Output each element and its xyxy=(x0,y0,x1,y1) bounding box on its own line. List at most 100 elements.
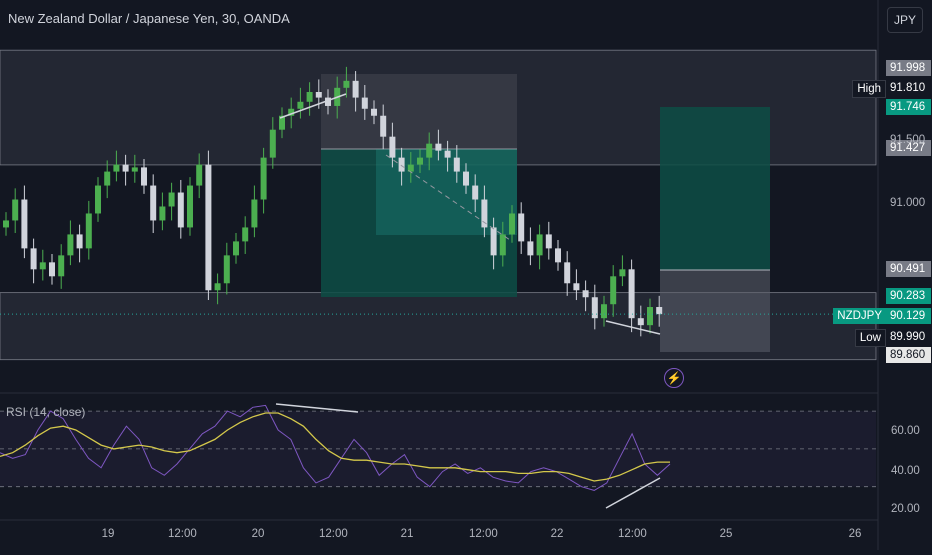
candle-body xyxy=(205,164,212,291)
candle-body xyxy=(85,213,92,249)
candle-body xyxy=(141,167,147,186)
candle-body xyxy=(315,92,322,98)
candle-body xyxy=(352,80,359,98)
lightning-icon[interactable]: ⚡ xyxy=(664,368,684,388)
candle-body xyxy=(12,199,19,221)
price-tag-value: 90.491 xyxy=(886,261,931,277)
price-tag-label: High xyxy=(852,80,886,98)
candle-body xyxy=(76,234,83,249)
candle-body xyxy=(223,255,230,284)
candle-body xyxy=(159,206,166,221)
candle-body xyxy=(269,129,276,158)
price-tag-value: 91.746 xyxy=(886,99,931,115)
candle-body xyxy=(555,248,561,263)
time-tick-label: 26 xyxy=(848,528,862,540)
currency-button[interactable]: JPY xyxy=(887,7,923,33)
candle-body xyxy=(58,255,65,277)
candle-body xyxy=(564,262,571,284)
candle-body xyxy=(233,241,239,256)
candle-body xyxy=(656,307,663,315)
candle-body xyxy=(619,269,626,277)
candle-body xyxy=(536,234,543,256)
candle-body xyxy=(325,97,331,106)
chart-title: New Zealand Dollar / Japanese Yen, 30, O… xyxy=(8,11,290,26)
price-tag-label: NZDJPY xyxy=(833,308,886,324)
candle-body xyxy=(601,304,607,319)
candle-body xyxy=(435,143,442,151)
candle-body xyxy=(39,262,46,270)
candle-body xyxy=(67,234,74,256)
candle-body xyxy=(472,185,479,200)
candle-body xyxy=(398,157,405,172)
candle-body xyxy=(591,297,598,319)
candle-body xyxy=(490,227,497,256)
candle-body xyxy=(251,199,258,228)
candle-body xyxy=(242,227,249,242)
candle-body xyxy=(30,248,37,270)
time-tick-label: 21 xyxy=(400,528,414,540)
price-tag-label: Low xyxy=(854,329,886,347)
candle-body xyxy=(260,157,267,200)
time-tick-label: 12:00 xyxy=(168,528,197,540)
candle-body xyxy=(150,185,157,221)
price-tag-value: 91.998 xyxy=(886,60,931,76)
candle-body xyxy=(518,213,525,242)
candle-body xyxy=(343,80,350,88)
time-tick-label: 12:00 xyxy=(469,528,498,540)
candle-body xyxy=(196,164,203,186)
candle-body xyxy=(168,192,175,207)
candle-body xyxy=(582,290,589,298)
rsi-tick-label: 20.00 xyxy=(891,503,920,515)
candle-body xyxy=(499,234,506,256)
candle-body xyxy=(628,269,635,319)
candle-body xyxy=(361,97,368,109)
candle-body xyxy=(371,108,377,116)
candle-body xyxy=(417,157,423,165)
candle-body xyxy=(3,220,9,228)
candle-body xyxy=(637,318,644,326)
candle-body xyxy=(113,164,120,172)
candle-body xyxy=(177,192,184,228)
candle-body xyxy=(389,136,396,158)
time-tick-label: 20 xyxy=(251,528,265,540)
candle-body xyxy=(545,234,552,249)
time-tick-label: 12:00 xyxy=(618,528,647,540)
candle-body xyxy=(481,199,488,228)
candle-body xyxy=(214,283,221,291)
rsi-divergence-top xyxy=(275,403,359,413)
rsi-indicator-label[interactable]: RSI (14, close) xyxy=(6,405,86,419)
candle-body xyxy=(306,92,313,102)
rsi-tick-label: 40.00 xyxy=(891,465,920,477)
time-tick-label: 22 xyxy=(550,528,564,540)
rsi-tick-label: 60.00 xyxy=(891,425,920,437)
price-tick-label: 91.000 xyxy=(890,197,926,209)
candle-body xyxy=(463,171,469,186)
candle-body xyxy=(380,115,387,137)
candle-body xyxy=(297,101,304,109)
time-tick-label: 12:00 xyxy=(319,528,348,540)
candle-body xyxy=(610,276,617,305)
candle-body xyxy=(647,307,653,326)
candle-body xyxy=(444,150,451,158)
candle-body xyxy=(95,185,101,214)
long-target-zone xyxy=(660,107,770,270)
candle-body xyxy=(426,143,433,158)
divergence-line-top xyxy=(279,93,347,119)
price-tick-label: 91.500 xyxy=(890,134,926,146)
dashed-trend-line xyxy=(385,154,511,241)
long-stop-zone xyxy=(660,270,770,352)
candle-body xyxy=(573,283,580,291)
time-tick-label: 19 xyxy=(101,528,115,540)
candle-body xyxy=(453,157,460,172)
candle-body xyxy=(509,213,515,235)
price-tag-value: 89.860 xyxy=(886,347,931,363)
candle-body xyxy=(21,199,28,249)
price-tag-value: 91.810 xyxy=(886,80,931,96)
rsi-divergence-bottom xyxy=(605,477,661,509)
short-realized-zone xyxy=(376,149,517,235)
candle-body xyxy=(49,262,55,277)
candle-body xyxy=(122,164,129,172)
price-tag-value: 91.427 xyxy=(886,140,931,156)
